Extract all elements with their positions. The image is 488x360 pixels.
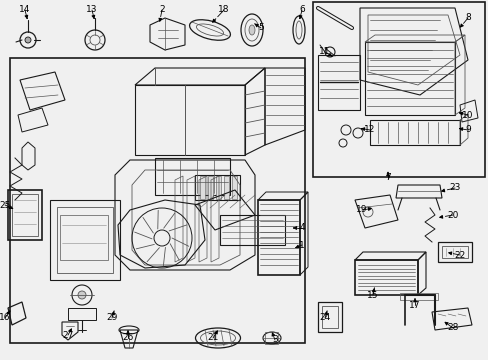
Polygon shape [200,176,204,199]
Bar [312,2,484,177]
Text: 10: 10 [461,111,473,120]
Text: 29: 29 [106,314,118,323]
Text: 11: 11 [319,48,330,57]
Text: 5: 5 [258,23,264,32]
Text: 14: 14 [19,5,31,14]
Polygon shape [224,176,228,199]
Text: 7: 7 [385,174,390,183]
Polygon shape [207,176,213,199]
Text: 2: 2 [159,5,164,14]
Text: 21: 21 [207,333,218,342]
Text: 23: 23 [448,184,460,193]
Text: 16: 16 [0,314,11,323]
Text: 25: 25 [0,201,11,210]
Text: 4: 4 [299,224,304,233]
Text: 8: 8 [464,13,470,22]
Text: 20: 20 [447,211,458,220]
Text: 26: 26 [122,333,133,342]
Text: 18: 18 [218,5,229,14]
Bar [10,58,305,343]
Text: 6: 6 [299,5,304,14]
Text: 15: 15 [366,291,378,300]
Text: 17: 17 [408,301,420,310]
Ellipse shape [248,25,254,35]
Text: 12: 12 [364,126,375,135]
Text: 19: 19 [356,206,367,215]
Text: 3: 3 [271,336,277,345]
Text: 13: 13 [86,5,98,14]
Polygon shape [231,176,237,199]
Text: 9: 9 [464,126,470,135]
Text: 1: 1 [299,240,304,249]
Polygon shape [216,176,221,199]
Text: 24: 24 [319,314,330,323]
Circle shape [25,37,31,43]
Circle shape [78,291,86,299]
Text: 28: 28 [447,324,458,333]
Text: 27: 27 [62,330,74,339]
Text: 22: 22 [453,251,465,260]
